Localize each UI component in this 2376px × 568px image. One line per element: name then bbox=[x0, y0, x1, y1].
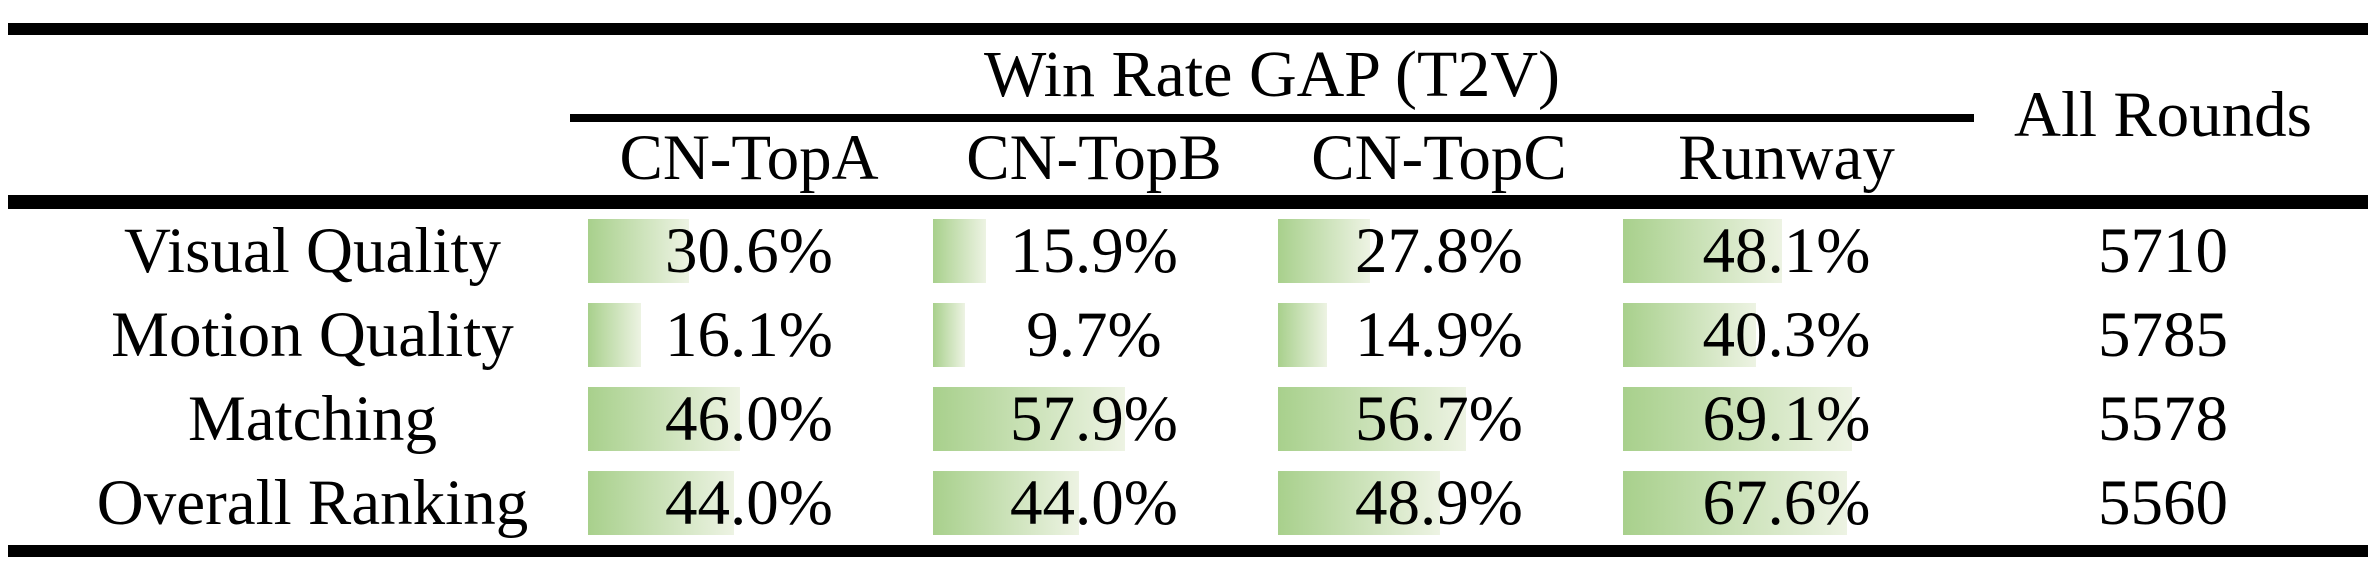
data-cell: 46.0% bbox=[565, 377, 910, 461]
all-rounds-value: 5710 bbox=[2098, 214, 2228, 287]
win-rate-value: 27.8% bbox=[1355, 214, 1523, 287]
win-rate-value: 30.6% bbox=[665, 214, 833, 287]
win-rate-value: 9.7% bbox=[1026, 298, 1162, 371]
win-rate-bar bbox=[588, 471, 734, 535]
data-cell: 69.1% bbox=[1600, 377, 1950, 461]
top-rule bbox=[8, 23, 2368, 35]
win-rate-bar bbox=[588, 387, 741, 451]
row-label: Overall Ranking bbox=[96, 466, 529, 539]
top-margin bbox=[0, 0, 2376, 23]
win-rate-value: 16.1% bbox=[665, 298, 833, 371]
win-rate-bar bbox=[933, 387, 1125, 451]
win-rate-bar bbox=[1278, 219, 1371, 283]
win-rate-bar bbox=[933, 303, 966, 367]
data-cell: 30.6% bbox=[565, 209, 910, 293]
win-rate-value: 15.9% bbox=[1010, 214, 1178, 287]
data-cell: 48.9% bbox=[1255, 461, 1600, 545]
win-rate-value: 48.9% bbox=[1355, 466, 1523, 539]
data-cell: 27.8% bbox=[1255, 209, 1600, 293]
win-rate-value: 40.3% bbox=[1702, 298, 1871, 371]
data-cell: 44.0% bbox=[910, 461, 1255, 545]
table-row-overall-ranking: Overall Ranking 44.0% 44.0% 48.9% 67.6% … bbox=[0, 461, 2376, 545]
header-rule bbox=[8, 195, 2368, 209]
win-rate-value: 48.1% bbox=[1702, 214, 1871, 287]
win-rate-bar bbox=[588, 303, 642, 367]
win-rate-bar bbox=[588, 219, 690, 283]
column-header-cn-topb: CN-TopB bbox=[966, 122, 1222, 194]
row-label: Motion Quality bbox=[111, 298, 514, 371]
win-rate-bar bbox=[1278, 387, 1466, 451]
bottom-rule bbox=[8, 545, 2368, 557]
win-rate-value: 46.0% bbox=[665, 382, 833, 455]
win-rate-bar bbox=[1278, 303, 1328, 367]
table-row-motion-quality: Motion Quality 16.1% 9.7% 14.9% 40.3% 57… bbox=[0, 293, 2376, 377]
win-rate-bar bbox=[933, 219, 986, 283]
table-header: Win Rate GAP (T2V) CN-TopA CN-TopB CN-To… bbox=[0, 35, 2376, 195]
all-rounds-value: 5578 bbox=[2098, 382, 2228, 455]
row-label: Visual Quality bbox=[123, 214, 502, 287]
column-header-cn-topc: CN-TopC bbox=[1311, 122, 1567, 194]
win-rate-value: 44.0% bbox=[665, 466, 833, 539]
win-rate-bar bbox=[933, 471, 1079, 535]
column-header-all-rounds: All Rounds bbox=[2014, 78, 2312, 151]
data-cell: 15.9% bbox=[910, 209, 1255, 293]
data-cell: 57.9% bbox=[910, 377, 1255, 461]
data-cell: 16.1% bbox=[565, 293, 910, 377]
data-cell: 48.1% bbox=[1600, 209, 1950, 293]
row-label-column-header bbox=[0, 122, 565, 195]
table-row-visual-quality: Visual Quality 30.6% 15.9% 27.8% 48.1% 5… bbox=[0, 209, 2376, 293]
win-rate-value: 44.0% bbox=[1010, 466, 1178, 539]
win-rate-bar bbox=[1623, 387, 1852, 451]
data-cell: 56.7% bbox=[1255, 377, 1600, 461]
win-rate-bar bbox=[1278, 471, 1440, 535]
title-underline-rule bbox=[570, 114, 1974, 122]
win-rate-value: 69.1% bbox=[1702, 382, 1871, 455]
table-row-matching: Matching 46.0% 57.9% 56.7% 69.1% 5578 bbox=[0, 377, 2376, 461]
data-cell: 40.3% bbox=[1600, 293, 1950, 377]
win-rate-bar bbox=[1623, 303, 1757, 367]
table-title: Win Rate GAP (T2V) bbox=[984, 37, 1560, 111]
row-label: Matching bbox=[187, 382, 438, 455]
data-cell: 67.6% bbox=[1600, 461, 1950, 545]
win-rate-bar bbox=[1623, 219, 1783, 283]
win-rate-value: 56.7% bbox=[1355, 382, 1523, 455]
column-header-cn-topa: CN-TopA bbox=[619, 122, 879, 194]
all-rounds-value: 5785 bbox=[2098, 298, 2228, 371]
column-header-row: CN-TopA CN-TopB CN-TopC Runway bbox=[0, 122, 2376, 195]
win-rate-bar bbox=[1623, 471, 1847, 535]
win-rate-value: 67.6% bbox=[1702, 466, 1871, 539]
data-cell: 44.0% bbox=[565, 461, 910, 545]
all-rounds-value: 5560 bbox=[2098, 466, 2228, 539]
column-header-runway: Runway bbox=[1678, 122, 1895, 194]
win-rate-value: 14.9% bbox=[1355, 298, 1523, 371]
win-rate-value: 57.9% bbox=[1010, 382, 1178, 455]
data-cell: 9.7% bbox=[910, 293, 1255, 377]
data-cell: 14.9% bbox=[1255, 293, 1600, 377]
